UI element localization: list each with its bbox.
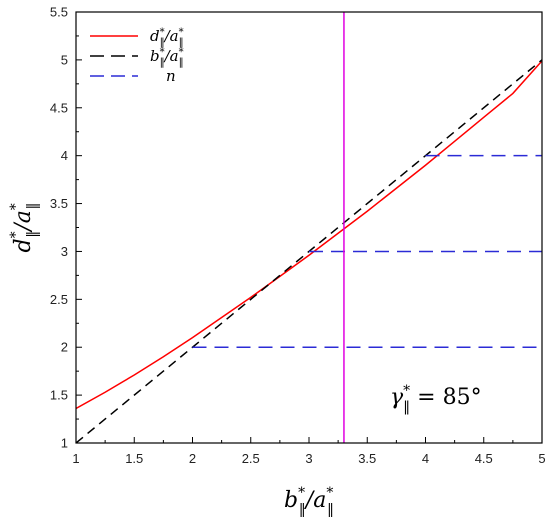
y-tick-label: 3.5 xyxy=(50,196,68,211)
d-over-a-curve xyxy=(76,60,542,410)
x-tick-label: 3.5 xyxy=(358,451,376,466)
plot-frame xyxy=(75,11,543,444)
x-tick-label: 1 xyxy=(72,451,79,466)
y-axis-label: d*‖/a*‖ xyxy=(8,202,41,252)
legend-label: n xyxy=(166,67,176,85)
plot-area xyxy=(75,11,543,444)
y-tick-label: 4.5 xyxy=(50,100,68,115)
y-tick-label: 5.5 xyxy=(50,5,68,20)
y-tick-label: 2 xyxy=(61,340,68,355)
x-tick-label: 3 xyxy=(305,451,312,466)
legend: d* ‖/a* ‖b* ‖/a* ‖n xyxy=(90,27,184,85)
y-tick-label: 2.5 xyxy=(50,292,68,307)
series-group xyxy=(76,12,542,443)
x-tick-label: 1.5 xyxy=(125,451,143,466)
x-tick-label: 5 xyxy=(538,451,545,466)
annotation: γ* ‖ = 85° xyxy=(390,383,482,415)
x-tick-label: 4.5 xyxy=(475,451,493,466)
gamma-annotation: γ* ‖ = 85° xyxy=(390,383,482,415)
ticks: 1 1.5 2 2.5 3 3.5 4 4.5 5 1 1.5 2 2.5 3 3.5 4 4.5 5 5.5 xyxy=(50,5,546,467)
x-tick-label: 2 xyxy=(189,451,196,466)
x-axis-label: b* ‖/a* ‖ xyxy=(284,485,334,517)
x-tick-label: 4 xyxy=(422,451,429,466)
legend-label: b* ‖/a* ‖ xyxy=(150,47,184,68)
y-tick-label: 5 xyxy=(61,52,68,67)
x-tick-label: 2.5 xyxy=(242,451,260,466)
y-tick-label: 1.5 xyxy=(50,388,68,403)
y-tick-label: 3 xyxy=(61,244,68,259)
y-tick-label: 1 xyxy=(61,436,68,451)
y-tick-label: 4 xyxy=(61,148,68,163)
axis-labels: b* ‖/a* ‖ d*‖/a*‖ xyxy=(8,202,334,517)
legend-label: d* ‖/a* ‖ xyxy=(150,27,184,48)
